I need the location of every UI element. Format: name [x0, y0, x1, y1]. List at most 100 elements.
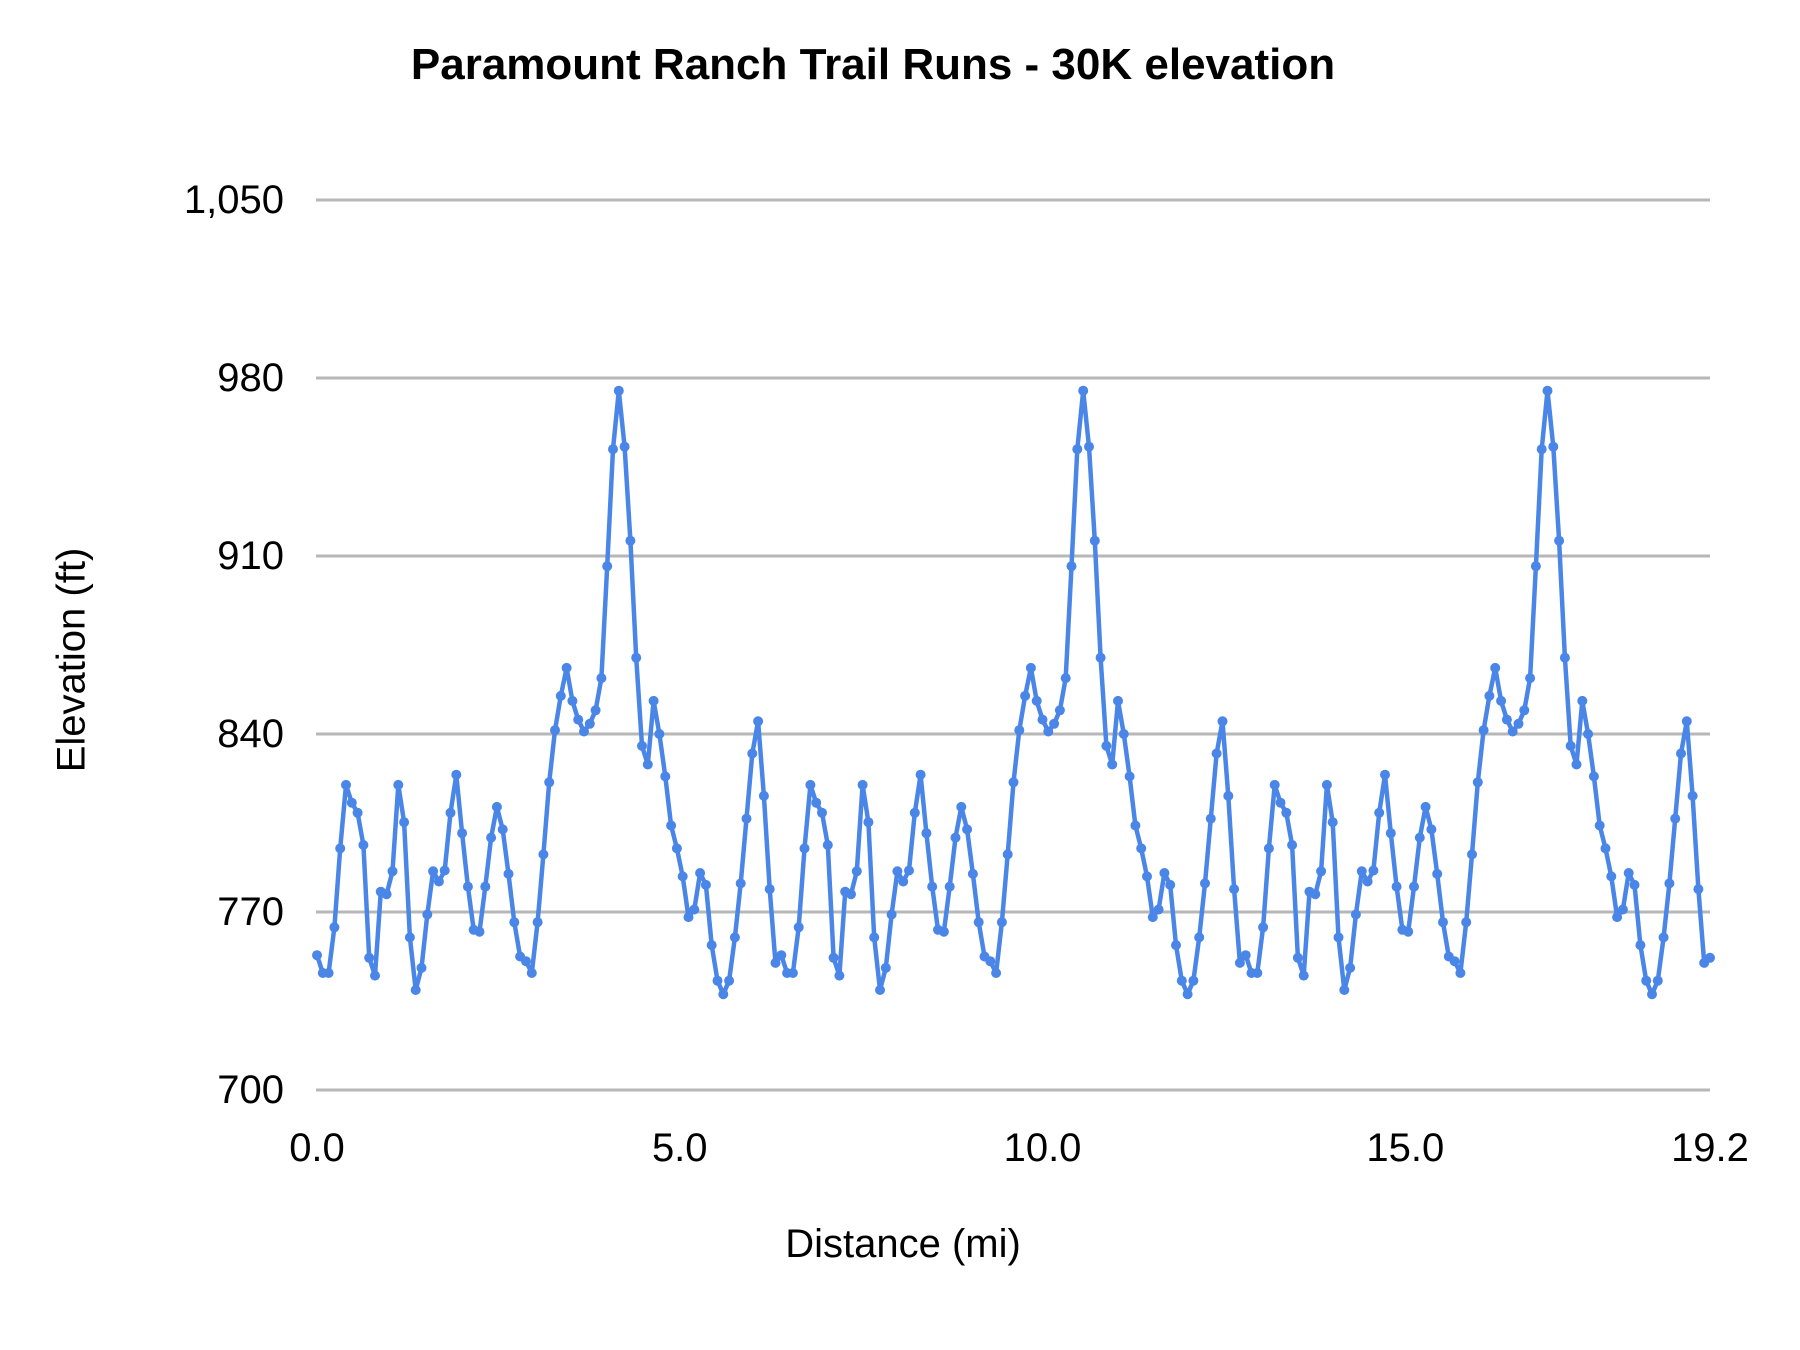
- data-point: [1060, 673, 1071, 684]
- data-point: [1571, 759, 1582, 770]
- data-point: [329, 922, 340, 933]
- data-point: [1681, 716, 1692, 727]
- y-tick-label: 1,050: [183, 178, 284, 222]
- data-point: [1136, 843, 1147, 854]
- data-point: [381, 889, 392, 900]
- data-point: [828, 952, 839, 963]
- data-point: [1548, 441, 1559, 452]
- data-point: [909, 807, 920, 818]
- data-point: [462, 881, 473, 892]
- data-point: [561, 662, 572, 673]
- data-point: [497, 824, 508, 835]
- data-point: [445, 807, 456, 818]
- data-point: [1327, 817, 1338, 828]
- x-axis-title: Distance (mi): [785, 1222, 1021, 1266]
- y-tick-label: 770: [217, 890, 284, 934]
- data-point: [1583, 729, 1594, 739]
- data-point: [474, 926, 485, 937]
- data-point: [370, 970, 380, 981]
- data-point: [1200, 878, 1210, 889]
- data-point: [393, 779, 404, 790]
- data-point: [608, 444, 618, 455]
- data-point: [1113, 695, 1123, 706]
- data-point: [950, 832, 961, 843]
- data-point: [1519, 705, 1530, 716]
- data-point: [1623, 868, 1634, 878]
- data-point: [1455, 968, 1466, 978]
- data-point: [521, 956, 531, 967]
- data-point: [1310, 889, 1321, 900]
- data-point: [433, 876, 444, 887]
- data-point: [1333, 932, 1344, 943]
- data-point: [503, 868, 514, 879]
- data-point: [985, 956, 996, 967]
- data-point: [921, 828, 932, 839]
- data-point: [817, 807, 827, 818]
- data-point: [724, 975, 735, 986]
- data-point: [1385, 828, 1396, 839]
- data-point: [1229, 884, 1240, 895]
- data-point: [973, 917, 984, 928]
- data-point: [1513, 718, 1524, 729]
- data-point: [532, 917, 543, 928]
- data-point: [1554, 535, 1565, 546]
- data-point: [991, 968, 1002, 978]
- data-point: [892, 866, 903, 877]
- data-point: [805, 779, 816, 790]
- data-point: [1542, 385, 1553, 396]
- data-point: [1292, 952, 1303, 963]
- data-point: [863, 817, 874, 828]
- data-point: [1496, 695, 1507, 706]
- data-point: [1043, 726, 1054, 737]
- data-point: [1664, 878, 1675, 889]
- data-point: [718, 989, 729, 1000]
- data-point: [1409, 881, 1419, 892]
- x-tick-label: 5.0: [651, 1126, 708, 1170]
- data-point: [1617, 904, 1628, 915]
- data-point: [695, 868, 706, 878]
- data-point: [1263, 843, 1274, 854]
- data-point: [1525, 673, 1536, 684]
- data-point: [1159, 868, 1170, 878]
- data-point: [573, 714, 584, 725]
- data-point: [1182, 989, 1193, 1000]
- data-point: [410, 985, 421, 995]
- data-point: [1298, 970, 1309, 981]
- data-point: [1142, 871, 1152, 882]
- data-point: [1147, 912, 1158, 923]
- data-point: [399, 817, 410, 828]
- data-point: [1339, 985, 1350, 995]
- data-point: [648, 695, 659, 706]
- data-point: [660, 771, 671, 782]
- data-point: [1414, 832, 1425, 843]
- data-point: [770, 957, 781, 968]
- data-point: [404, 932, 415, 943]
- data-point: [1472, 777, 1483, 788]
- data-point: [886, 909, 897, 920]
- data-point: [1507, 726, 1518, 737]
- data-point: [1432, 868, 1443, 879]
- data-point: [846, 889, 856, 900]
- data-point: [1356, 866, 1367, 877]
- y-tick-label: 910: [217, 534, 284, 578]
- data-point: [1687, 790, 1698, 801]
- data-point: [793, 922, 804, 933]
- data-point: [1171, 940, 1181, 951]
- data-point: [1705, 952, 1715, 963]
- data-point: [1374, 807, 1385, 818]
- data-point: [1403, 926, 1414, 937]
- data-point: [1234, 957, 1245, 968]
- data-point: [1461, 917, 1472, 928]
- data-point: [352, 807, 363, 818]
- data-point: [1693, 884, 1704, 895]
- data-point: [758, 790, 769, 801]
- data-point: [1258, 922, 1269, 933]
- elevation-line: [314, 388, 1713, 997]
- data-point: [1449, 956, 1460, 967]
- data-point: [1194, 932, 1205, 943]
- data-point: [1658, 932, 1669, 943]
- data-point: [898, 876, 909, 887]
- x-tick-label: 19.2: [1671, 1126, 1749, 1170]
- data-point: [509, 917, 520, 928]
- data-point: [1205, 813, 1216, 824]
